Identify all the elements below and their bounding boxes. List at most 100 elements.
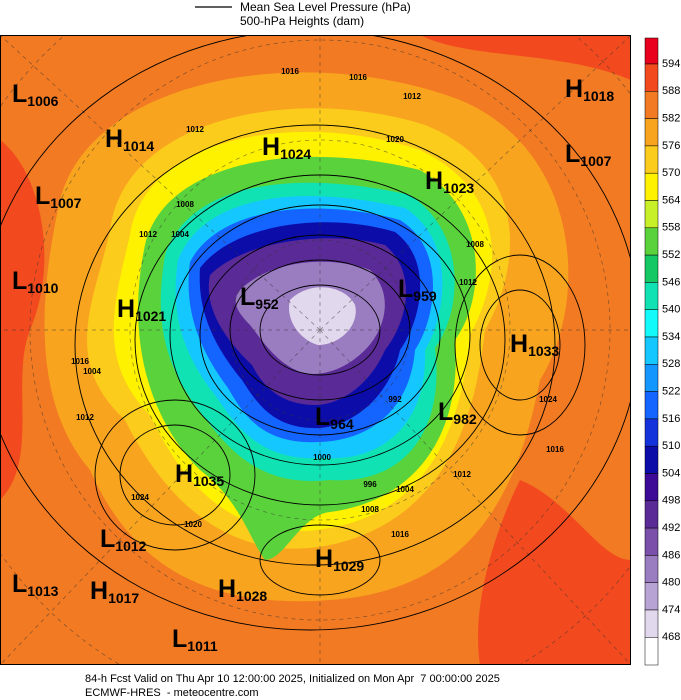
map-frame	[0, 35, 631, 665]
colorbar-label: 582	[662, 113, 680, 125]
pressure-center: L959	[398, 275, 437, 304]
colorbar-label: 468	[662, 631, 680, 643]
contour-label: 1012	[459, 278, 477, 287]
contour-label: 1012	[186, 125, 204, 134]
pressure-center: H1017	[90, 577, 139, 606]
center-type: H	[315, 545, 333, 573]
pressure-center: L1007	[35, 182, 82, 211]
colorbar-swatch	[644, 282, 659, 310]
isobar	[119, 424, 231, 526]
center-pressure: 1017	[108, 590, 139, 606]
legend-label: Mean Sea Level Pressure (hPa)	[240, 0, 411, 14]
pressure-center: H1035	[175, 460, 224, 489]
colorbar-swatch	[644, 445, 659, 474]
colorbar-label: 594	[662, 58, 680, 70]
center-pressure: 1006	[27, 93, 58, 109]
center-pressure: 1035	[193, 473, 224, 489]
contour-label: 1012	[76, 413, 94, 422]
subtitle: 500-hPa Heights (dam)	[240, 14, 364, 28]
colorbar-label: 474	[662, 604, 680, 616]
contour-label: 1008	[466, 240, 484, 249]
height-468	[289, 287, 356, 345]
contour-label: 1004	[83, 367, 101, 376]
center-type: L	[12, 80, 27, 108]
isobar	[229, 259, 411, 401]
center-type: H	[175, 460, 193, 488]
pressure-center: L1011	[172, 625, 218, 654]
colorbar-swatch	[644, 118, 659, 147]
center-type: L	[172, 625, 187, 653]
colorbar-label: 588	[662, 85, 680, 97]
center-pressure: 1014	[123, 138, 154, 154]
colorbar-swatch	[644, 200, 659, 229]
pressure-center: H1029	[315, 545, 364, 574]
colorbar-swatch	[644, 609, 659, 638]
center-type: H	[90, 577, 108, 605]
contour-label: 1004	[171, 230, 189, 239]
pressure-center: H1024	[262, 133, 311, 162]
colorbar-swatch	[644, 63, 659, 92]
contour-label: 1024	[131, 493, 149, 502]
contour-label: 1012	[453, 470, 471, 479]
colorbar-label: 504	[662, 467, 680, 479]
center-pressure: 959	[413, 288, 437, 304]
contour-label: 1016	[391, 530, 409, 539]
contour-label: 1008	[176, 200, 194, 209]
center-type: H	[117, 295, 135, 323]
contour-label: 1016	[281, 67, 299, 76]
contour-label: 996	[363, 480, 377, 489]
center-pressure: 1018	[583, 88, 614, 104]
isobar	[169, 204, 471, 466]
colorbar-swatch	[644, 527, 659, 556]
center-type: H	[425, 167, 443, 195]
center-type: H	[105, 125, 123, 153]
colorbar-label: 498	[662, 495, 680, 507]
colorbar-label: 528	[662, 358, 680, 370]
isobar	[0, 35, 631, 631]
colorbar-label: 486	[662, 549, 680, 561]
contour-labels: 1016 1016 1012 1012 1020 1008 1004 1012 1008 1012…	[71, 67, 564, 539]
contour-label: 1008	[361, 505, 379, 514]
center-pressure: 952	[255, 296, 279, 312]
center-type: L	[438, 398, 453, 426]
colorbar-label: 576	[662, 140, 680, 152]
center-pressure: 1007	[580, 153, 611, 169]
warm-region	[420, 35, 631, 80]
colorbar-swatch	[644, 555, 659, 583]
center-pressure: 982	[453, 411, 477, 427]
isobar	[134, 174, 506, 506]
colorbar-label: 510	[662, 440, 680, 452]
pressure-center: H1028	[218, 575, 267, 604]
center-pressure: 1010	[27, 280, 58, 296]
warm-region	[478, 480, 631, 665]
center-type: L	[12, 267, 27, 295]
colorbar-swatch	[644, 473, 659, 502]
colorbar-label: 570	[662, 167, 680, 179]
pressure-center: L982	[438, 398, 477, 427]
contour-label: 1012	[403, 92, 421, 101]
center-pressure: 1033	[528, 343, 559, 359]
pressure-center: H1021	[117, 295, 166, 324]
colorbar-swatch	[644, 227, 659, 256]
colorbar-swatch	[644, 336, 659, 365]
pressure-center: L952	[240, 283, 279, 312]
center-type: H	[565, 75, 583, 103]
colorbar-swatch	[644, 582, 659, 611]
contour-label: 992	[388, 395, 402, 404]
warm-region	[0, 140, 45, 500]
colorbar-swatch	[644, 391, 659, 420]
colorbar-label: 564	[662, 194, 680, 206]
center-pressure: 1023	[443, 180, 474, 196]
colorbar-swatch	[644, 364, 659, 392]
contour-label: 1004	[396, 485, 414, 494]
pressure-center: L1012	[100, 525, 147, 554]
contour-label: 1020	[386, 135, 404, 144]
pressure-center: L1006	[12, 80, 59, 109]
pressure-center: L964	[315, 403, 354, 432]
center-type: H	[510, 330, 528, 358]
colorbar-label: 546	[662, 276, 680, 288]
footer-valid: 84-h Fcst Valid on Thu Apr 10 12:00:00 2…	[85, 673, 500, 685]
center-pressure: 1029	[333, 558, 364, 574]
